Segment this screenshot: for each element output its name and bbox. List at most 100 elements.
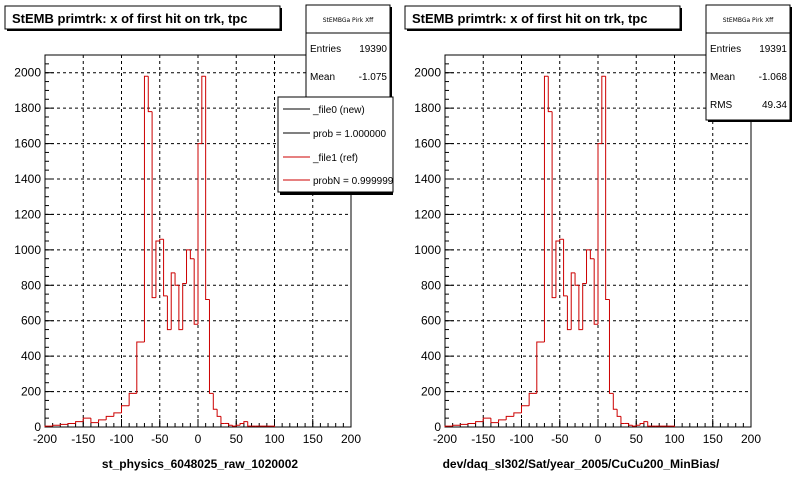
histogram-bin bbox=[582, 283, 587, 330]
histogram-bin bbox=[490, 418, 499, 424]
left-chart-title: StEMB primtrk: x of first hit on trk, tp… bbox=[12, 11, 247, 26]
y-tick-label: 2000 bbox=[414, 66, 441, 80]
histogram-bin bbox=[82, 417, 91, 422]
x-tick-label: 200 bbox=[741, 432, 761, 446]
y-tick-label: 1200 bbox=[414, 207, 441, 221]
x-tick-label: -100 bbox=[509, 432, 533, 446]
histogram-bin bbox=[121, 405, 130, 413]
histogram-bin bbox=[235, 424, 241, 427]
histogram-bin bbox=[159, 238, 164, 241]
x-tick-label: 150 bbox=[703, 432, 723, 446]
right-x-axis-label: dev/daq_sl302/Sat/year_2005/CuCu200_MinB… bbox=[443, 457, 720, 471]
y-tick-label: 2000 bbox=[14, 66, 41, 80]
histogram-bin bbox=[513, 412, 522, 417]
legend: _file0 (new) prob = 1.000000 _file1 (ref… bbox=[277, 96, 394, 195]
right-title-box: StEMB primtrk: x of first hit on trk, tp… bbox=[404, 5, 682, 31]
histogram-bin bbox=[482, 417, 491, 422]
y-tick-label: 1000 bbox=[414, 243, 441, 257]
y-tick-label: 1400 bbox=[414, 172, 441, 186]
y-tick-label: 1600 bbox=[414, 137, 441, 151]
y-tick-label: 600 bbox=[21, 314, 41, 328]
histogram-bin bbox=[266, 425, 275, 427]
histogram-bin bbox=[151, 111, 156, 299]
left-stats-entries-value: 19390 bbox=[359, 44, 387, 55]
y-tick-label: 600 bbox=[421, 314, 441, 328]
x-tick-label: -200 bbox=[33, 432, 57, 446]
histogram-bin bbox=[559, 238, 564, 241]
x-tick-label: 0 bbox=[195, 432, 202, 446]
histogram-bin bbox=[170, 272, 176, 330]
histogram-bin bbox=[216, 409, 221, 417]
left-stats-mean-value: -1.075 bbox=[359, 72, 388, 83]
histogram-bin bbox=[605, 76, 610, 300]
x-tick-label: 50 bbox=[630, 432, 644, 446]
histogram-bin bbox=[208, 299, 214, 394]
y-tick-label: 400 bbox=[21, 349, 41, 363]
histogram-bin bbox=[178, 285, 183, 331]
y-tick-label: 1800 bbox=[14, 101, 41, 115]
x-tick-label: -50 bbox=[151, 432, 169, 446]
histogram-bin bbox=[113, 412, 122, 417]
histogram-bin bbox=[543, 75, 549, 342]
histogram-bin bbox=[90, 418, 99, 424]
y-tick-label: 200 bbox=[21, 385, 41, 399]
y-tick-label: 1600 bbox=[14, 137, 41, 151]
histogram-bin bbox=[128, 392, 137, 406]
histogram-bin bbox=[193, 258, 198, 325]
left-title-box: StEMB primtrk: x of first hit on trk, tp… bbox=[4, 5, 282, 31]
histogram-bin bbox=[475, 421, 484, 424]
histogram-bin bbox=[620, 416, 625, 424]
y-tick-label: 1200 bbox=[14, 207, 41, 221]
histogram-bin bbox=[59, 423, 68, 426]
histogram-bin bbox=[452, 424, 461, 427]
right-stats-rms-value: 49.34 bbox=[762, 100, 787, 111]
histogram-bin bbox=[631, 425, 637, 427]
histogram-bin bbox=[536, 341, 545, 394]
y-tick-label: 1800 bbox=[414, 101, 441, 115]
right-stats-name: StEMBGa Pirk Xff bbox=[723, 17, 774, 24]
histogram-bin bbox=[143, 75, 149, 342]
x-tick-label: -150 bbox=[71, 432, 95, 446]
y-tick-label: 1400 bbox=[14, 172, 41, 186]
y-tick-label: 800 bbox=[421, 278, 441, 292]
histogram-bin bbox=[163, 239, 168, 297]
x-tick-label: 200 bbox=[341, 432, 361, 446]
left-histogram-series bbox=[44, 75, 275, 427]
right-histogram-pad: -200 -150 -100 -50 0 50 100 150 2000200400600800… bbox=[404, 4, 792, 471]
histogram-bin bbox=[98, 419, 107, 423]
right-stats-entries-value: 19391 bbox=[759, 44, 787, 55]
histogram-bin bbox=[467, 422, 476, 425]
histogram-bin bbox=[459, 423, 468, 426]
histogram-bin bbox=[444, 425, 453, 427]
histogram-bin bbox=[628, 423, 633, 426]
histogram-bin bbox=[639, 422, 644, 426]
histogram-bin bbox=[547, 76, 553, 113]
x-tick-label: -100 bbox=[109, 432, 133, 446]
right-stats-box: StEMBGa Pirk Xff Entries 19391 Mean -1.0… bbox=[705, 4, 792, 122]
histogram-bin bbox=[586, 249, 591, 284]
x-tick-label: 100 bbox=[664, 432, 684, 446]
histogram-bin bbox=[635, 424, 641, 427]
histogram-bin bbox=[521, 405, 530, 413]
legend-label-probn: probN = 0.999999 bbox=[313, 176, 394, 187]
right-histogram-series bbox=[444, 75, 675, 427]
histogram-bin bbox=[608, 299, 614, 394]
histogram-bin bbox=[551, 111, 556, 299]
histogram-bin bbox=[174, 272, 179, 286]
legend-label-file1: _file1 (ref) bbox=[312, 153, 358, 164]
histogram-bin bbox=[612, 393, 618, 410]
x-tick-label: -150 bbox=[471, 432, 495, 446]
histogram-bin bbox=[136, 341, 145, 394]
histogram-bin bbox=[228, 423, 233, 426]
y-tick-label: 0 bbox=[434, 420, 441, 434]
histogram-bin bbox=[231, 425, 237, 427]
histogram-bin bbox=[643, 421, 648, 424]
histogram-bin bbox=[593, 258, 598, 325]
histogram-bin bbox=[563, 239, 568, 297]
histogram-bin bbox=[239, 422, 244, 426]
left-stats-box: StEMBGa Pirk Xff Entries 19390 Mean -1.0… bbox=[305, 4, 392, 109]
left-histogram-pad: -200 -150 -100 -50 0 50 100 150 2000200400600800… bbox=[4, 4, 394, 471]
histogram-bin bbox=[647, 421, 652, 427]
x-tick-label: 0 bbox=[595, 432, 602, 446]
